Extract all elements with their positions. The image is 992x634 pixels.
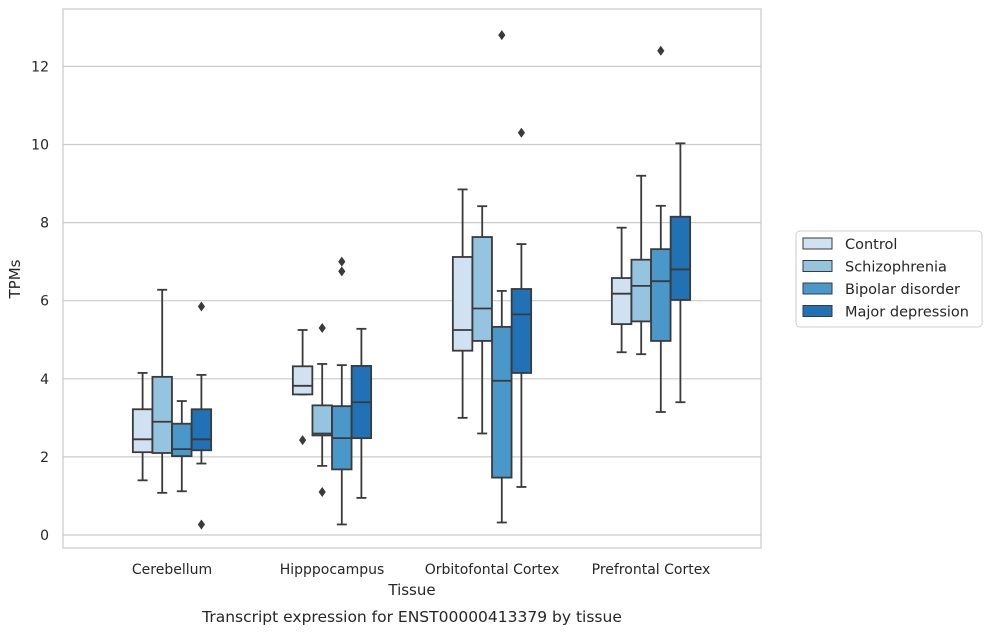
box-group <box>650 45 672 413</box>
legend-label: Major depression <box>845 305 969 321</box>
outlier-point <box>318 323 326 334</box>
y-axis-title: TPMs <box>6 259 24 299</box>
box-group <box>510 127 533 488</box>
outlier-point <box>657 45 665 56</box>
box-group <box>190 301 213 530</box>
box-body <box>491 325 513 479</box>
box-body <box>650 248 672 342</box>
box-body <box>131 408 154 454</box>
box-group <box>630 174 652 356</box>
y-tick-labels: 0 2 4 6 8 10 12 <box>31 59 49 544</box>
box-body <box>471 236 493 342</box>
box-group <box>331 256 353 526</box>
outlier-point <box>338 256 346 267</box>
box-body <box>171 422 193 458</box>
box-group <box>131 372 154 482</box>
y-tick-label: 12 <box>31 59 49 75</box>
outlier-point <box>498 30 506 41</box>
boxes <box>131 30 692 530</box>
box-group <box>291 329 314 446</box>
outlier-point <box>338 266 346 277</box>
x-tick-label: Cerebellum <box>132 562 212 578</box>
x-tick-label: Hipppocampus <box>280 562 385 578</box>
legend-swatch <box>802 305 833 317</box>
box-body <box>630 258 652 323</box>
y-tick-label: 6 <box>40 294 49 310</box>
legend-label: Bipolar disorder <box>845 282 960 298</box>
box-body <box>151 375 173 454</box>
box-body <box>451 256 474 352</box>
box-body <box>510 288 533 374</box>
legend-label: Control <box>845 237 897 253</box>
chart-caption: Transcript expression for ENST0000041337… <box>201 608 622 626</box>
outlier-point <box>197 519 205 530</box>
box-body <box>190 408 213 452</box>
legend-label: Schizophrenia <box>845 260 947 276</box>
box-body <box>291 365 314 396</box>
legend-swatch <box>802 237 833 250</box>
box-group <box>610 226 633 354</box>
x-axis-title: Tissue <box>387 581 435 599</box>
y-tick-label: 10 <box>31 138 49 154</box>
box-body <box>610 277 633 326</box>
box-group <box>471 205 493 435</box>
y-tick-label: 8 <box>40 216 49 232</box>
legend-frame <box>795 230 983 328</box>
plot-frame <box>62 8 762 549</box>
box-group <box>171 400 193 493</box>
legend-swatch <box>802 260 833 272</box>
box-group <box>451 188 474 419</box>
outlier-point <box>197 301 205 312</box>
box-group <box>311 323 333 498</box>
outlier-point <box>318 487 326 498</box>
legend-swatch <box>802 282 833 295</box>
legend: Control Schizophrenia Bipolar disorder Majo… <box>795 230 983 328</box>
x-tick-label: Prefrontal Cortex <box>592 562 711 578</box>
box-group <box>491 30 513 524</box>
box-group <box>350 327 373 499</box>
box-group <box>669 142 692 404</box>
box-body <box>311 404 333 437</box>
y-tick-label: 4 <box>40 372 49 388</box>
outlier-point <box>517 127 525 138</box>
x-tick-labels: Cerebellum Hipppocampus Orbitofontal Corte… <box>132 562 710 578</box>
box-body <box>669 215 692 301</box>
box-group <box>151 288 173 494</box>
y-tick-label: 2 <box>40 450 49 466</box>
y-tick-label: 0 <box>40 528 49 544</box>
outlier-point <box>299 435 307 446</box>
x-tick-label: Orbitofontal Cortex <box>425 562 560 578</box>
